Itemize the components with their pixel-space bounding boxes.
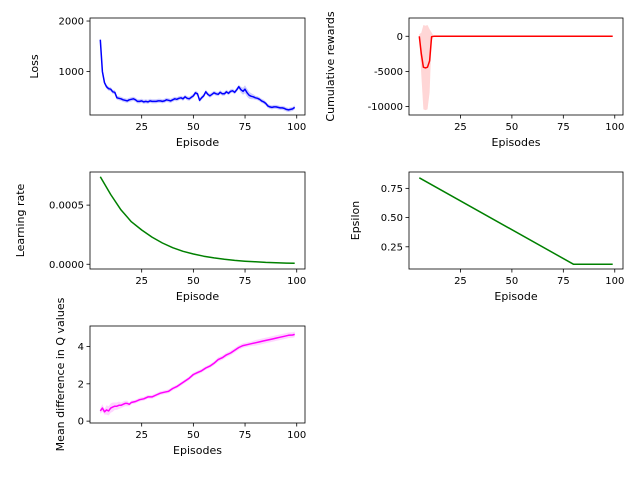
series-line-3-0 <box>418 177 613 266</box>
panel-2: 25 50 75 100 0.0000 0.0005 Episode Learning rat… <box>14 171 306 303</box>
x-tick-label-4-3: 100 <box>287 430 306 441</box>
y-tick-label-3-2: 0.75 <box>381 184 403 195</box>
y-tick-label-1-2: 0 <box>397 32 403 43</box>
x-tick-label-2-0: 25 <box>135 276 148 287</box>
x-tick-label-0-1: 50 <box>187 122 200 133</box>
x-axis-label-2: Episode <box>176 290 219 303</box>
y-tick-label-3-1: 0.50 <box>381 213 403 224</box>
x-tick-label-1-2: 75 <box>557 122 570 133</box>
axes-frame-1 <box>408 17 624 116</box>
y-tick-label-0-0: 1000 <box>59 67 84 78</box>
confidence-band-0-0 <box>100 37 295 113</box>
x-tick-label-1-3: 100 <box>605 122 624 133</box>
confidence-band-1-0 <box>419 25 613 111</box>
series-line-2-0 <box>99 176 295 265</box>
panel-4: 25 50 75 100 0 2 4 Episodes Mean difference in Q… <box>54 297 306 457</box>
y-tick-label-4-0: 0 <box>78 417 84 428</box>
x-tick-label-4-0: 25 <box>135 430 148 441</box>
axes-frame-3 <box>408 171 624 270</box>
y-axis-label-1: Cumulative rewards <box>324 11 337 121</box>
x-tick-label-0-0: 25 <box>135 122 148 133</box>
y-axis-label-3: Epsilon <box>349 201 362 241</box>
y-tick-label-4-1: 2 <box>78 379 84 390</box>
x-tick-label-2-3: 100 <box>287 276 306 287</box>
x-tick-label-1-0: 25 <box>454 122 467 133</box>
y-axis-label-2: Learning rate <box>14 183 27 257</box>
x-tick-label-4-2: 75 <box>239 430 252 441</box>
axes-frame-0 <box>89 17 306 116</box>
panel-0: 25 50 75 100 1000 2000 Episode Loss <box>28 17 306 149</box>
y-tick-label-2-0: 0.0000 <box>49 260 84 271</box>
y-axis-label-4: Mean difference in Q values <box>54 297 67 451</box>
y-tick-label-3-0: 0.25 <box>381 242 403 253</box>
x-tick-label-4-1: 50 <box>187 430 200 441</box>
y-tick-label-2-1: 0.0005 <box>49 201 84 212</box>
x-axis-label-1: Episodes <box>492 136 541 149</box>
panel-1: 25 50 75 100 -10000 -5000 0 Episodes Cumulative … <box>324 11 624 149</box>
x-tick-label-3-3: 100 <box>605 276 624 287</box>
x-tick-label-3-1: 50 <box>506 276 519 287</box>
series-line-1-0 <box>418 35 613 69</box>
series-line-0-0 <box>99 39 296 111</box>
series-line-4-0 <box>99 333 295 413</box>
x-tick-label-0-2: 75 <box>239 122 252 133</box>
axes-frame-4 <box>89 325 306 424</box>
y-tick-label-4-2: 4 <box>78 342 84 353</box>
x-axis-label-3: Episode <box>494 290 537 303</box>
x-tick-label-2-2: 75 <box>239 276 252 287</box>
panel-3: 25 50 75 100 0.25 0.50 0.75 Episode Epsilon <box>349 171 624 303</box>
axes-frame-2 <box>89 171 306 270</box>
x-tick-label-3-2: 75 <box>557 276 570 287</box>
x-axis-label-4: Episodes <box>173 444 222 457</box>
y-tick-label-0-1: 2000 <box>59 17 84 28</box>
confidence-band-4-0 <box>100 331 295 416</box>
y-tick-label-1-1: -5000 <box>374 67 403 78</box>
y-axis-label-0: Loss <box>28 54 41 78</box>
x-tick-label-2-1: 50 <box>187 276 200 287</box>
x-axis-label-0: Episode <box>176 136 219 149</box>
x-tick-label-1-1: 50 <box>506 122 519 133</box>
y-tick-label-1-0: -10000 <box>368 102 403 113</box>
x-tick-label-3-0: 25 <box>454 276 467 287</box>
x-tick-label-0-3: 100 <box>287 122 306 133</box>
